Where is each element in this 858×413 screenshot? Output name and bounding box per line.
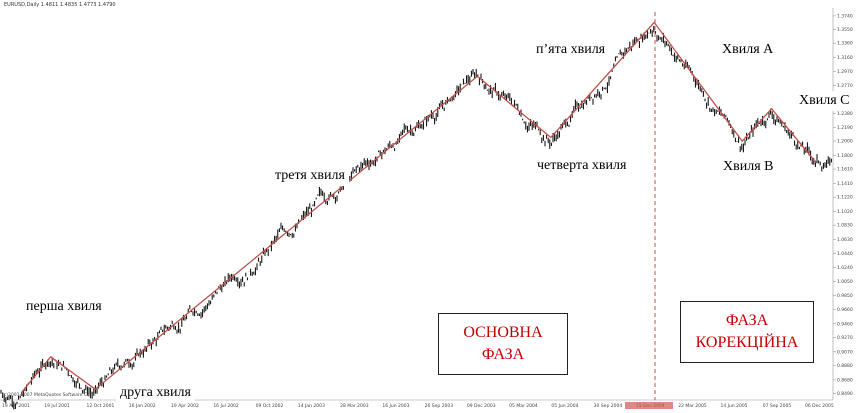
y-tick-label: 1.3550 — [837, 27, 853, 33]
y-tick-label: 1.0050 — [837, 279, 853, 285]
y-axis-ticks: 1.37401.35501.33601.31601.29701.27701.25… — [833, 13, 853, 397]
y-tick-label: 1.0830 — [837, 223, 853, 229]
corr-phase-line2: КОРЕКЦІЙНА — [695, 334, 799, 351]
y-tick-label: 0.9660 — [837, 307, 853, 313]
y-tick-label: 1.3160 — [837, 55, 853, 61]
y-tick-label: 1.1410 — [837, 181, 853, 187]
main-phase-line1: ОСНОВНА — [463, 324, 543, 341]
x-tick-label: 12 Oct 2001 — [87, 403, 115, 409]
waveA-label: Хвиля А — [718, 40, 778, 60]
x-tick-label: 06 Dec 2005 — [805, 403, 834, 409]
main-phase-line2: ФАЗА — [481, 346, 525, 363]
y-tick-label: 1.2970 — [837, 69, 853, 75]
y-tick-label: 1.3360 — [837, 41, 853, 47]
y-tick-label: 1.1610 — [837, 167, 853, 173]
x-tick-label: 26 Sep 2003 — [425, 403, 454, 409]
x-axis-ticks: 19 Apr 2001 19 Jul 2001 12 Oct 2001 16 Jan … — [2, 402, 834, 409]
y-tick-label: 1.2000 — [837, 139, 853, 145]
y-tick-label: 0.9460 — [837, 321, 853, 327]
price-bars — [0, 25, 832, 410]
x-tick-label: 19 Apr 2001 — [2, 403, 30, 409]
x-tick-label: 16 Jul 2002 — [213, 403, 239, 409]
main-phase-box: ОСНОВНА ФАЗА — [438, 313, 568, 375]
y-tick-label: 0.9270 — [837, 335, 853, 341]
x-tick-label: 09 Dec 2003 — [467, 403, 496, 409]
copyright-text: (c)2001-2007 MetaQuotes Software Corp. — [2, 392, 96, 398]
wave1-label: перша хвиля — [22, 297, 106, 317]
x-tick-label: 19 Jul 2001 — [44, 403, 70, 409]
y-tick-label: 1.1800 — [837, 153, 853, 159]
y-tick-label: 0.8680 — [837, 377, 853, 383]
y-tick-label: 0.8880 — [837, 363, 853, 369]
y-tick-label: 0.9850 — [837, 293, 853, 299]
wave4-label: четверта хвиля — [533, 156, 631, 176]
date-marker-highlight — [625, 402, 673, 409]
y-tick-label: 1.2190 — [837, 125, 853, 131]
x-tick-label: 16 Jan 2002 — [129, 403, 156, 409]
y-tick-label: 1.2770 — [837, 83, 853, 89]
y-tick-label: 1.3740 — [837, 13, 853, 19]
x-tick-label: 22 Mar 2005 — [678, 403, 707, 409]
y-tick-label: 1.2380 — [837, 111, 853, 117]
y-tick-label: 1.0240 — [837, 265, 853, 271]
y-tick-label: 1.1220 — [837, 195, 853, 201]
correction-phase-box: ФАЗА КОРЕКЦІЙНА — [680, 301, 814, 363]
y-tick-label: 1.1020 — [837, 209, 853, 215]
chart-header: EURUSD,Daily 1.4811 1.4835 1.4773 1.4790 — [4, 2, 116, 8]
x-tick-label: 14 Jun 2005 — [720, 403, 747, 409]
x-tick-label: 16 Jun 2003 — [382, 403, 409, 409]
waveB-label: Хвиля В — [719, 157, 778, 177]
y-tick-label: 1.0440 — [837, 251, 853, 257]
elliott-wave-line — [20, 21, 817, 394]
x-tick-label: 05 Mar 2004 — [509, 403, 538, 409]
x-tick-label: 14 Jan 2003 — [298, 403, 325, 409]
y-tick-label: 1.0630 — [837, 237, 853, 243]
wave5-label: п’ята хвиля — [532, 40, 610, 60]
corr-phase-line1: ФАЗА — [725, 312, 769, 329]
x-tick-label: 28 Mar 2003 — [340, 403, 369, 409]
y-tick-label: 0.9070 — [837, 349, 853, 355]
x-tick-label: 09 Oct 2002 — [256, 403, 284, 409]
wave2-label: друга хвиля — [116, 383, 195, 403]
y-tick-label: 0.8490 — [837, 391, 853, 397]
x-tick-label: 19 Apr 2002 — [171, 403, 199, 409]
waveC-label: Хвиля С — [795, 91, 854, 111]
x-tick-label: 30 Sep 2004 — [594, 403, 623, 409]
wave3-label: третя хвиля — [271, 166, 349, 186]
x-tick-label: 05 Jun 2004 — [551, 403, 578, 409]
x-tick-label: 07 Sep 2005 — [763, 403, 792, 409]
